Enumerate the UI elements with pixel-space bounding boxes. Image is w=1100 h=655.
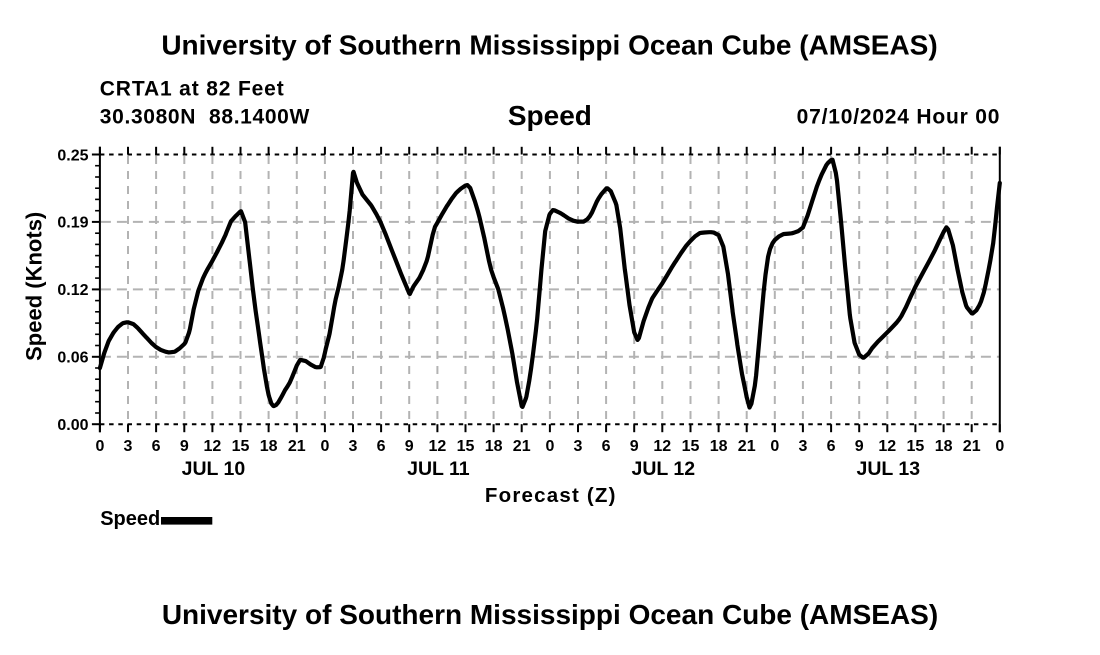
svg-text:12: 12 xyxy=(429,438,447,455)
svg-text:3: 3 xyxy=(574,438,583,455)
svg-text:Forecast (Z): Forecast (Z) xyxy=(485,484,617,507)
svg-text:21: 21 xyxy=(738,438,756,455)
svg-text:0.25: 0.25 xyxy=(57,147,88,164)
svg-text:6: 6 xyxy=(377,438,386,455)
svg-text:18: 18 xyxy=(485,438,503,455)
svg-text:Speed (Knots): Speed (Knots) xyxy=(22,212,47,361)
svg-text:12: 12 xyxy=(878,438,896,455)
svg-text:15: 15 xyxy=(232,438,250,455)
svg-text:12: 12 xyxy=(204,438,222,455)
svg-text:0.19: 0.19 xyxy=(57,215,88,232)
svg-text:21: 21 xyxy=(288,438,306,455)
svg-text:9: 9 xyxy=(405,438,414,455)
svg-text:Speed: Speed xyxy=(100,508,160,530)
svg-text:9: 9 xyxy=(180,438,189,455)
svg-text:3: 3 xyxy=(124,438,133,455)
svg-text:30.3080N 88.1400W: 30.3080N 88.1400W xyxy=(100,106,310,129)
svg-text:18: 18 xyxy=(710,438,728,455)
svg-text:0.00: 0.00 xyxy=(57,417,88,434)
svg-text:18: 18 xyxy=(260,438,278,455)
svg-text:0: 0 xyxy=(995,438,1004,455)
svg-text:0: 0 xyxy=(95,438,104,455)
svg-text:6: 6 xyxy=(602,438,611,455)
svg-text:University of Southern Mississ: University of Southern Mississippi Ocean… xyxy=(161,29,937,60)
svg-text:6: 6 xyxy=(152,438,161,455)
svg-text:0.06: 0.06 xyxy=(57,350,88,367)
svg-text:0: 0 xyxy=(770,438,779,455)
svg-text:0: 0 xyxy=(545,438,554,455)
svg-text:21: 21 xyxy=(513,438,531,455)
svg-text:JUL 13: JUL 13 xyxy=(856,458,920,480)
svg-text:15: 15 xyxy=(682,438,700,455)
svg-text:21: 21 xyxy=(963,438,981,455)
svg-text:JUL 10: JUL 10 xyxy=(182,458,246,480)
svg-text:9: 9 xyxy=(630,438,639,455)
svg-text:Speed: Speed xyxy=(508,100,592,131)
svg-text:6: 6 xyxy=(827,438,836,455)
svg-text:15: 15 xyxy=(457,438,475,455)
svg-text:3: 3 xyxy=(798,438,807,455)
svg-text:3: 3 xyxy=(349,438,358,455)
svg-text:0.12: 0.12 xyxy=(57,282,88,299)
svg-text:0: 0 xyxy=(320,438,329,455)
svg-text:JUL 12: JUL 12 xyxy=(631,458,695,480)
svg-text:15: 15 xyxy=(907,438,925,455)
svg-text:9: 9 xyxy=(855,438,864,455)
svg-text:12: 12 xyxy=(653,438,671,455)
svg-text:University of Southern Mississ: University of Southern Mississippi Ocean… xyxy=(162,599,938,630)
svg-text:18: 18 xyxy=(935,438,953,455)
svg-text:JUL 11: JUL 11 xyxy=(407,458,470,480)
svg-text:07/10/2024 Hour 00: 07/10/2024 Hour 00 xyxy=(797,105,1001,128)
svg-text:CRTA1 at 82 Feet: CRTA1 at 82 Feet xyxy=(100,77,285,100)
